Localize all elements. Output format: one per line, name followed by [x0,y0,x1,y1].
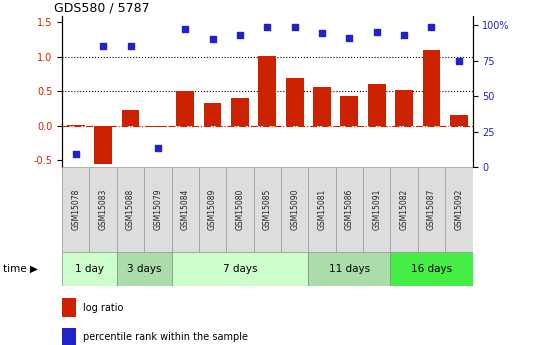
Text: GSM15081: GSM15081 [318,189,327,230]
FancyBboxPatch shape [281,167,308,252]
Text: GSM15086: GSM15086 [345,189,354,230]
Point [427,24,436,29]
Text: GSM15080: GSM15080 [235,189,245,230]
FancyBboxPatch shape [336,167,363,252]
FancyBboxPatch shape [172,167,199,252]
Bar [177,91,194,126]
Text: GSM15079: GSM15079 [153,189,163,230]
Text: GSM15078: GSM15078 [71,189,80,230]
Text: GSM15092: GSM15092 [454,189,463,230]
Bar [259,56,276,126]
Text: GSM15083: GSM15083 [99,189,107,230]
Text: GSM15082: GSM15082 [400,189,409,230]
Text: 3 days: 3 days [127,264,161,274]
Bar [149,126,167,127]
Bar [94,126,112,164]
Text: GSM15089: GSM15089 [208,189,217,230]
FancyBboxPatch shape [117,167,144,252]
FancyBboxPatch shape [390,252,472,286]
Point [291,24,299,29]
Point [181,27,190,32]
Bar [286,78,303,126]
Bar [67,125,85,126]
Bar [204,103,221,126]
FancyBboxPatch shape [254,167,281,252]
Point [71,151,80,156]
FancyBboxPatch shape [308,252,390,286]
Point [373,29,381,35]
Bar [341,96,358,126]
FancyBboxPatch shape [172,252,308,286]
Point [400,32,408,38]
Text: log ratio: log ratio [83,303,123,313]
Bar [231,98,249,126]
Text: 1 day: 1 day [75,264,104,274]
Text: GSM15087: GSM15087 [427,189,436,230]
Text: GDS580 / 5787: GDS580 / 5787 [54,1,150,14]
Point [235,32,244,38]
Point [455,58,463,64]
Text: time ▶: time ▶ [3,264,38,274]
Text: GSM15091: GSM15091 [372,189,381,230]
Text: GSM15090: GSM15090 [290,189,299,230]
Point [345,35,354,40]
Text: GSM15088: GSM15088 [126,189,135,230]
Point [126,43,135,49]
FancyBboxPatch shape [144,167,172,252]
Point [263,24,272,29]
FancyBboxPatch shape [62,252,117,286]
FancyBboxPatch shape [62,167,90,252]
FancyBboxPatch shape [445,167,472,252]
Bar [313,87,331,126]
FancyBboxPatch shape [390,167,418,252]
FancyBboxPatch shape [226,167,254,252]
Text: GSM15085: GSM15085 [263,189,272,230]
Text: 7 days: 7 days [222,264,257,274]
Bar [368,84,386,126]
FancyBboxPatch shape [418,167,445,252]
Bar [423,50,440,126]
Point [208,36,217,42]
FancyBboxPatch shape [363,167,390,252]
FancyBboxPatch shape [90,167,117,252]
FancyBboxPatch shape [308,167,336,252]
FancyBboxPatch shape [117,252,172,286]
Bar [450,115,468,126]
Point [318,31,326,36]
Text: 16 days: 16 days [411,264,452,274]
Text: 11 days: 11 days [329,264,370,274]
Bar [395,90,413,126]
Point [153,145,162,151]
Text: GSM15084: GSM15084 [181,189,190,230]
FancyBboxPatch shape [199,167,226,252]
Bar [122,110,139,126]
Point [99,43,107,49]
Text: percentile rank within the sample: percentile rank within the sample [83,333,248,342]
